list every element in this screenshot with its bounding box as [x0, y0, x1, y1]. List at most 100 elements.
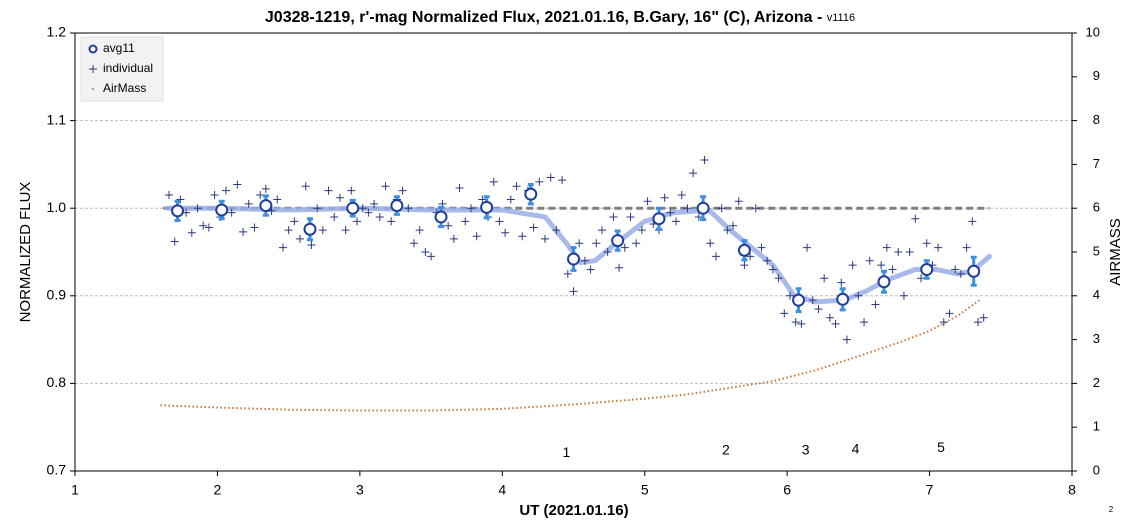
avg-point [303, 222, 317, 236]
individual-point [717, 204, 726, 213]
chart-subtitle: v1116 [827, 12, 855, 24]
individual-point [347, 186, 356, 195]
individual-point [233, 180, 242, 189]
individual-point [296, 234, 305, 243]
avg-point [567, 252, 580, 266]
individual-point [911, 214, 920, 223]
individual-point [837, 278, 846, 287]
individual-point [278, 243, 287, 252]
individual-point [301, 182, 310, 191]
individual-point [694, 212, 703, 221]
y2-tick-label: 4 [1093, 287, 1100, 302]
individual-point [290, 217, 299, 226]
individual-point [905, 248, 914, 256]
individual-point [871, 300, 880, 309]
individual-point [746, 252, 755, 261]
x-tick-label: 5 [641, 482, 649, 498]
y2-tick-label: 8 [1093, 112, 1100, 127]
y-axis-label: NORMALIZED FLUX [17, 182, 34, 323]
individual-point [922, 239, 931, 248]
individual-point [711, 252, 720, 261]
individual-point [597, 226, 606, 235]
individual-point [427, 252, 436, 261]
individual-point [580, 256, 589, 265]
avg-point [480, 200, 494, 214]
individual-point [210, 191, 219, 200]
avg-point [920, 263, 934, 277]
individual-point [204, 223, 213, 232]
individual-point [199, 221, 208, 230]
individual-point [529, 223, 538, 232]
individual-point [335, 193, 344, 202]
avg-point [836, 292, 850, 306]
individual-point [330, 212, 339, 221]
individual-point [689, 169, 698, 178]
individual-point [848, 261, 857, 270]
individual-point [353, 217, 362, 226]
individual-point [677, 191, 686, 200]
airmass-line [160, 299, 981, 412]
individual-point [575, 239, 584, 248]
individual-point [313, 204, 322, 213]
avg-point [877, 275, 891, 289]
individual-point [227, 208, 236, 217]
individual-point [683, 204, 692, 213]
chart-title: J0328-1219, r'-mag Normalized Flux, 2021… [265, 9, 827, 26]
individual-point [421, 248, 430, 256]
avg-point [346, 201, 360, 215]
individual-point [501, 228, 510, 237]
y2-tick-label: 9 [1093, 68, 1100, 83]
individual-point [814, 304, 823, 313]
y2-tick-label: 1 [1093, 419, 1100, 434]
x-tick-label: 8 [1068, 482, 1076, 498]
y2-axis-label: AIRMASS [1107, 218, 1124, 286]
individual-point [637, 226, 646, 235]
individual-point [221, 186, 230, 195]
individual-point [888, 265, 897, 274]
y2-tick-label: 5 [1093, 243, 1100, 258]
individual-point [250, 223, 259, 232]
avg-point [215, 203, 229, 217]
individual-point [808, 296, 817, 305]
individual-point [381, 182, 390, 191]
individual-point [973, 318, 982, 327]
individual-point [489, 177, 498, 186]
individual-point [239, 227, 248, 236]
individual-point [512, 182, 521, 191]
annotation: 2 [722, 442, 730, 458]
individual-point [506, 195, 515, 204]
individual-point [774, 274, 783, 283]
individual-point [472, 232, 481, 241]
avg-point [611, 234, 625, 248]
legend-label: AirMass [103, 81, 146, 95]
individual-point [387, 217, 396, 226]
individual-point [797, 319, 806, 328]
individual-point [956, 269, 965, 278]
individual-point [358, 204, 367, 213]
individual-point [860, 318, 869, 327]
individual-point [882, 243, 891, 252]
individual-point [370, 199, 379, 208]
individual-point [939, 318, 948, 327]
individual-point [740, 261, 749, 270]
individual-point [558, 176, 567, 185]
individual-point [609, 212, 618, 221]
avg-point [792, 293, 806, 307]
individual-point [620, 243, 629, 252]
avg-point [652, 212, 666, 226]
individual-point [569, 287, 578, 296]
individual-point [865, 256, 874, 265]
individual-point [632, 239, 641, 248]
annotation: 3 [802, 442, 810, 458]
individual-point [187, 228, 196, 237]
individual-point [541, 234, 550, 243]
individual-point [404, 204, 413, 213]
y-tick-label: 0.7 [47, 462, 67, 478]
x-tick-label: 4 [498, 482, 506, 498]
y2-tick-label: 0 [1093, 462, 1100, 477]
individual-point [785, 291, 794, 300]
x-tick-label: 6 [783, 482, 791, 498]
individual-point [934, 243, 943, 252]
individual-point [729, 221, 738, 230]
